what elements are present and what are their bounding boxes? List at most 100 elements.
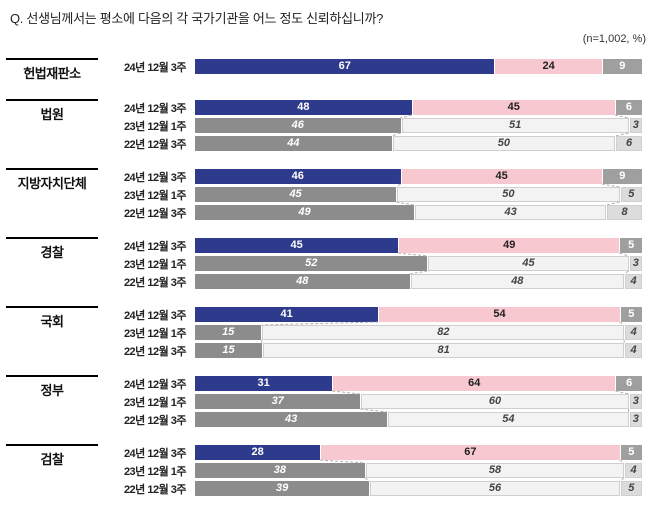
bar-row: 22년 12월 3주 44 50 6 [98, 136, 642, 151]
bar-segment: 5 [619, 307, 642, 322]
institution-group: 법원 24년 12월 3주 48 45 6 23년 12월 1주 46 51 3 22년 12월 … [6, 99, 642, 151]
bar-segment: 67 [195, 59, 495, 74]
period-label: 22년 12월 3주 [123, 345, 187, 358]
group-rows: 24년 12월 3주 41 54 5 23년 12월 1주 15 82 4 22년 12월 3주… [98, 306, 642, 358]
segment-value: 24 [542, 60, 555, 72]
segment-value: 4 [630, 344, 637, 356]
segment-value: 56 [488, 482, 502, 494]
bar-segment: 48 [195, 274, 410, 289]
bar-row: 23년 12월 1주 52 45 3 [98, 256, 642, 271]
group-rows: 24년 12월 3주 67 24 9 [98, 58, 642, 74]
segment-value: 8 [621, 206, 628, 218]
bar-segment: 8 [606, 205, 642, 220]
segment-value: 15 [222, 344, 235, 356]
bar-row: 24년 12월 3주 41 54 5 [98, 307, 642, 322]
bar-segment: 4 [624, 343, 642, 358]
segment-value: 54 [502, 413, 515, 425]
segment-value: 51 [508, 119, 522, 131]
institution-label: 검찰 [40, 452, 64, 467]
segment-value: 5 [628, 188, 635, 200]
bar-segment: 58 [364, 463, 625, 478]
bar-segment: 38 [195, 463, 365, 478]
segment-value: 4 [630, 464, 637, 476]
chart-body: 헌법재판소 24년 12월 3주 67 24 9 법원 24년 12월 3주 48 45 6 23년… [6, 58, 642, 513]
bar-segment: 45 [427, 256, 629, 271]
segment-value: 5 [628, 239, 635, 251]
segment-value: 9 [619, 170, 626, 182]
bar-segment: 28 [195, 445, 321, 460]
stacked-bar: 44 50 6 [195, 136, 642, 151]
bar-segment: 3 [628, 412, 642, 427]
page-title: Q. 선생님께서는 평소에 다음의 각 국가기관을 어느 정도 신뢰하십니까? [10, 11, 384, 26]
segment-value: 6 [626, 137, 633, 149]
segment-value: 46 [291, 119, 304, 131]
bar-segment: 5 [619, 481, 642, 496]
period-label: 22년 12월 3주 [123, 207, 187, 220]
segment-value: 50 [497, 137, 511, 149]
segment-value: 45 [289, 188, 302, 200]
bar-segment: 31 [195, 376, 333, 391]
institution-label-cell: 검찰 [6, 444, 98, 468]
bar-row: 22년 12월 3주 49 43 8 [98, 205, 642, 220]
bar-segment: 5 [619, 445, 642, 460]
period-label: 22년 12월 3주 [123, 414, 187, 427]
period-label: 23년 12월 1주 [123, 189, 187, 202]
segment-value: 5 [628, 482, 635, 494]
sample-size-note: (n=1,002, %) [582, 33, 646, 45]
group-rows: 24년 12월 3주 48 45 6 23년 12월 1주 46 51 3 22년 12월 3주… [98, 99, 642, 151]
stacked-bar: 43 54 3 [195, 412, 642, 427]
period-label: 24년 12월 3주 [123, 171, 187, 184]
period-label: 22년 12월 3주 [123, 138, 187, 151]
institution-group: 헌법재판소 24년 12월 3주 67 24 9 [6, 58, 642, 82]
bar-segment: 5 [619, 238, 642, 253]
stacked-bar: 48 45 6 [195, 100, 642, 115]
institution-label-cell: 경찰 [6, 237, 98, 261]
bar-segment: 64 [332, 376, 616, 391]
bar-segment: 37 [195, 394, 361, 409]
stacked-bar: 45 50 5 [195, 187, 642, 202]
institution-group: 경찰 24년 12월 3주 45 49 5 23년 12월 1주 52 45 3 22년 12월 … [6, 237, 642, 289]
group-rows: 24년 12월 3주 45 49 5 23년 12월 1주 52 45 3 22년 12월 3주… [98, 237, 642, 289]
segment-value: 64 [468, 377, 481, 389]
period-label: 24년 12월 3주 [123, 309, 187, 322]
institution-label: 법원 [40, 107, 64, 122]
segment-value: 3 [632, 119, 639, 131]
institution-group: 국회 24년 12월 3주 41 54 5 23년 12월 1주 15 82 4 22년 12월 … [6, 306, 642, 358]
segment-value: 37 [271, 395, 284, 407]
stacked-bar: 28 67 5 [195, 445, 642, 460]
bar-segment: 48 [195, 100, 412, 115]
institution-label: 정부 [40, 383, 64, 398]
segment-value: 39 [276, 482, 289, 494]
segment-value: 48 [511, 275, 524, 287]
bar-segment: 81 [262, 343, 625, 358]
institution-label-cell: 헌법재판소 [6, 58, 98, 82]
institution-group: 정부 24년 12월 3주 31 64 6 23년 12월 1주 37 60 3 22년 12월 … [6, 375, 642, 427]
period-label: 24년 12월 3주 [123, 378, 187, 391]
bar-segment: 49 [398, 238, 620, 253]
bar-row: 24년 12월 3주 48 45 6 [98, 100, 642, 115]
stacked-bar: 46 45 9 [195, 169, 642, 184]
segment-value: 15 [222, 326, 235, 338]
bar-segment: 50 [396, 187, 620, 202]
bar-segment: 45 [195, 187, 397, 202]
segment-value: 3 [632, 395, 639, 407]
bar-segment: 60 [360, 394, 629, 409]
bar-segment: 45 [411, 100, 615, 115]
segment-value: 28 [251, 446, 264, 458]
period-label: 23년 12월 1주 [123, 327, 187, 340]
bar-row: 24년 12월 3주 31 64 6 [98, 376, 642, 391]
bar-row: 23년 12월 1주 38 58 4 [98, 463, 642, 478]
institution-label: 경찰 [40, 245, 64, 260]
stacked-bar: 31 64 6 [195, 376, 642, 391]
period-label: 22년 12월 3주 [123, 483, 187, 496]
stacked-bar: 52 45 3 [195, 256, 642, 271]
bar-segment: 43 [195, 412, 388, 427]
segment-value: 67 [464, 446, 477, 458]
bar-segment: 46 [195, 118, 401, 133]
stacked-bar: 15 81 4 [195, 343, 642, 358]
segment-value: 38 [273, 464, 287, 476]
period-label: 24년 12월 3주 [123, 447, 187, 460]
segment-value: 43 [504, 206, 517, 218]
stacked-bar: 49 43 8 [195, 205, 642, 220]
